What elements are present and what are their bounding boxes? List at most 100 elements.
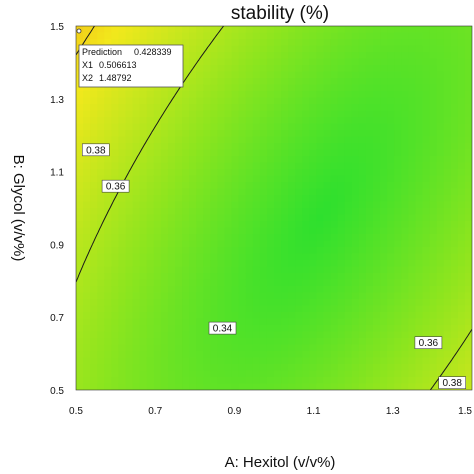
surface-cell [344,26,353,34]
surface-cell [443,169,452,177]
surface-cell [97,136,105,144]
surface-cell [387,331,395,339]
surface-cell [373,247,381,255]
surface-cell [309,188,318,196]
surface-cell [387,169,395,177]
surface-cell [139,195,148,203]
surface-cell [217,253,226,261]
surface-cell [153,104,162,112]
surface-cell [245,143,254,151]
surface-cell [457,344,466,352]
surface-cell [323,370,332,378]
surface-cell [210,91,219,99]
surface-cell [231,84,240,92]
surface-cell [189,104,197,112]
surface-cell [295,78,303,86]
surface-cell [401,266,409,274]
surface-cell [281,273,289,281]
surface-cell [330,58,339,66]
surface-cell [104,227,112,235]
surface-cell [97,39,105,47]
surface-cell [295,175,303,183]
surface-cell [422,130,431,138]
surface-cell [182,26,190,34]
surface-cell [302,383,310,390]
surface-cell [224,331,233,339]
surface-cell [380,130,388,138]
surface-cell [245,91,254,99]
surface-cell [167,117,176,125]
surface-cell [274,84,282,92]
surface-cell [139,338,148,346]
surface-cell [316,182,325,190]
contour-label: 0.34 [213,324,233,335]
surface-cell [302,26,310,34]
surface-cell [302,240,310,248]
surface-cell [450,71,459,79]
surface-cell [295,65,303,73]
surface-cell [210,253,219,261]
surface-cell [132,188,141,196]
surface-cell [408,84,417,92]
surface-cell [132,299,141,307]
surface-cell [288,71,296,79]
surface-cell [259,26,268,34]
surface-cell [443,123,452,131]
surface-cell [344,130,353,138]
surface-cell [125,286,134,294]
surface-cell [387,110,395,118]
surface-cell [443,364,452,372]
surface-cell [153,117,162,125]
surface-cell [111,136,120,144]
surface-cell [203,143,211,151]
surface-cell [408,39,417,47]
surface-cell [196,123,204,131]
surface-cell [231,78,240,86]
surface-cell [175,123,183,131]
surface-cell [288,331,296,339]
surface-cell [252,104,261,112]
surface-cell [259,279,268,287]
surface-cell [344,312,353,320]
surface-cell [274,110,282,118]
surface-cell [252,331,261,339]
surface-cell [302,104,310,112]
surface-cell [422,175,431,183]
surface-cell [316,52,325,60]
surface-cell [323,208,332,216]
surface-cell [196,156,204,164]
surface-cell [104,91,112,99]
surface-cell [259,65,268,73]
surface-cell [443,130,452,138]
surface-cell [245,58,254,66]
surface-cell [111,117,120,125]
surface-cell [245,253,254,261]
surface-cell [160,234,169,242]
surface-cell [132,123,141,131]
surface-cell [365,169,374,177]
surface-cell [182,71,190,79]
surface-cell [330,318,339,326]
surface-cell [90,130,98,138]
surface-cell [146,39,155,47]
surface-cell [167,344,176,352]
surface-cell [351,104,360,112]
surface-cell [196,377,204,385]
surface-cell [281,292,289,300]
surface-cell [245,149,254,157]
surface-cell [330,260,339,268]
surface-cell [408,182,417,190]
surface-cell [302,214,310,222]
surface-cell [422,71,431,79]
surface-cell [210,260,219,268]
surface-cell [387,65,395,73]
surface-cell [323,169,332,177]
surface-cell [90,383,98,390]
surface-cell [118,97,127,105]
surface-cell [245,273,254,281]
surface-cell [394,344,402,352]
surface-cell [443,318,452,326]
surface-cell [153,221,162,229]
surface-cell [182,318,190,326]
surface-cell [281,32,289,40]
